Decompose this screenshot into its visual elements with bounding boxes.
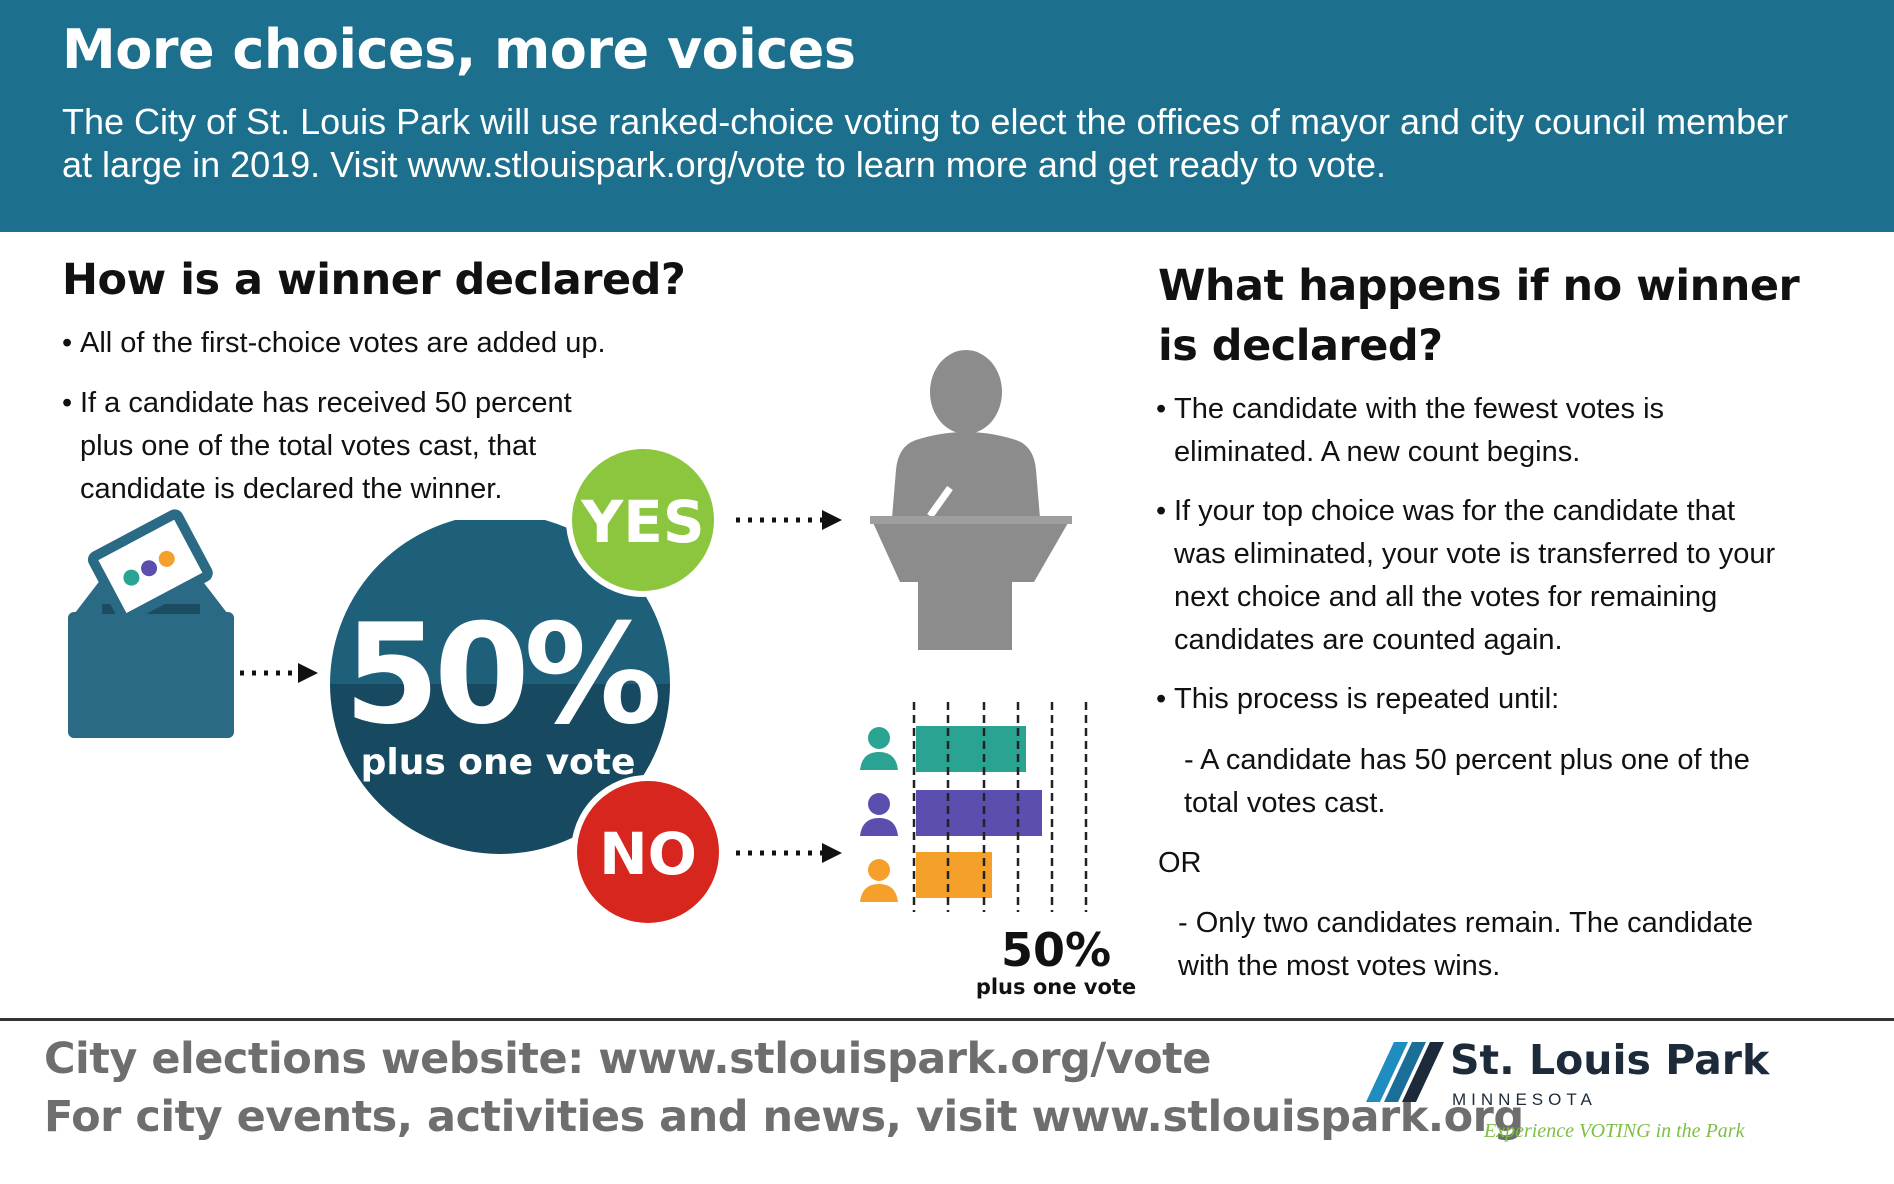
yes-badge: YES (566, 443, 720, 597)
small-caption-text: plus one vote (976, 975, 1136, 999)
left-bullet-2-text: If a candidate has received 50 percent p… (80, 387, 572, 505)
bar-teal (916, 726, 1026, 772)
footer-line-1: City elections website: www.stlouispark.… (44, 1034, 1211, 1084)
bar-purple (916, 790, 1042, 836)
right-heading-line1: What happens if no winner (1158, 261, 1800, 311)
right-bullet-3-text: This process is repeated until: (1174, 683, 1560, 715)
left-heading: How is a winner declared? (62, 255, 686, 305)
footer-divider (0, 1018, 1894, 1021)
right-bullet-1: • The candidate with the fewest votes is … (1156, 388, 1734, 474)
right-bullet-1-text: The candidate with the fewest votes is e… (1174, 393, 1665, 468)
right-heading-line2: is declared? (1158, 321, 1443, 371)
ballot-box-icon (68, 509, 234, 738)
no-label: NO (599, 820, 697, 888)
right-sub-1: - A candidate has 50 percent plus one of… (1184, 744, 1750, 819)
st-louis-park-logo-icon (1366, 1042, 1444, 1102)
bullet-dot: • (62, 327, 73, 359)
bullet-dot: • (1156, 393, 1167, 425)
bullet-dot: • (1156, 495, 1167, 527)
candidate-bars: 50% plus one vote (860, 702, 1136, 999)
right-sub-2: - Only two candidates remain. The candid… (1178, 907, 1753, 982)
right-bullet-2: • If your top choice was for the candidat… (1156, 490, 1784, 662)
logo-name: St. Louis Park (1450, 1036, 1770, 1084)
left-bullet-1: • All of the first-choice votes are added… (62, 322, 680, 365)
right-bullet-3: • This process is repeated until: (1156, 678, 1774, 721)
bullet-dot: • (62, 387, 73, 419)
bar-gridlines (912, 702, 1088, 912)
or-label: OR (1158, 847, 1202, 879)
big-percent-text: 50% (344, 594, 658, 755)
bullet-dot: • (1156, 683, 1167, 715)
candidate-person-icon-purple (860, 793, 898, 836)
page-title: More choices, more voices (62, 18, 856, 81)
bar-orange (916, 852, 992, 898)
header-banner: More choices, more voices The City of St… (0, 0, 1894, 232)
left-bullet-1-text: All of the first-choice votes are added … (80, 327, 606, 359)
logo-state: MINNESOTA (1452, 1090, 1597, 1109)
yes-label: YES (580, 488, 704, 556)
left-bullet-2: • If a candidate has received 50 percent … (62, 382, 620, 511)
candidate-person-icon-orange (860, 859, 898, 902)
logo-tagline: Experience VOTING in the Park (1484, 1120, 1745, 1142)
arrow-to-circle (240, 663, 318, 683)
right-bullet-2-text: If your top choice was for the candidate… (1174, 495, 1776, 656)
header-subtitle: The City of St. Louis Park will use rank… (62, 101, 1789, 185)
podium-winner-icon (870, 350, 1072, 650)
no-badge: NO (571, 775, 725, 929)
small-percent-text: 50% (1001, 923, 1111, 977)
arrow-to-podium (736, 510, 842, 530)
footer-line-2: For city events, activities and news, vi… (44, 1092, 1524, 1142)
arrow-to-bars (736, 843, 842, 863)
candidate-person-icon-teal (860, 727, 898, 770)
big-caption-text: plus one vote (361, 742, 636, 783)
